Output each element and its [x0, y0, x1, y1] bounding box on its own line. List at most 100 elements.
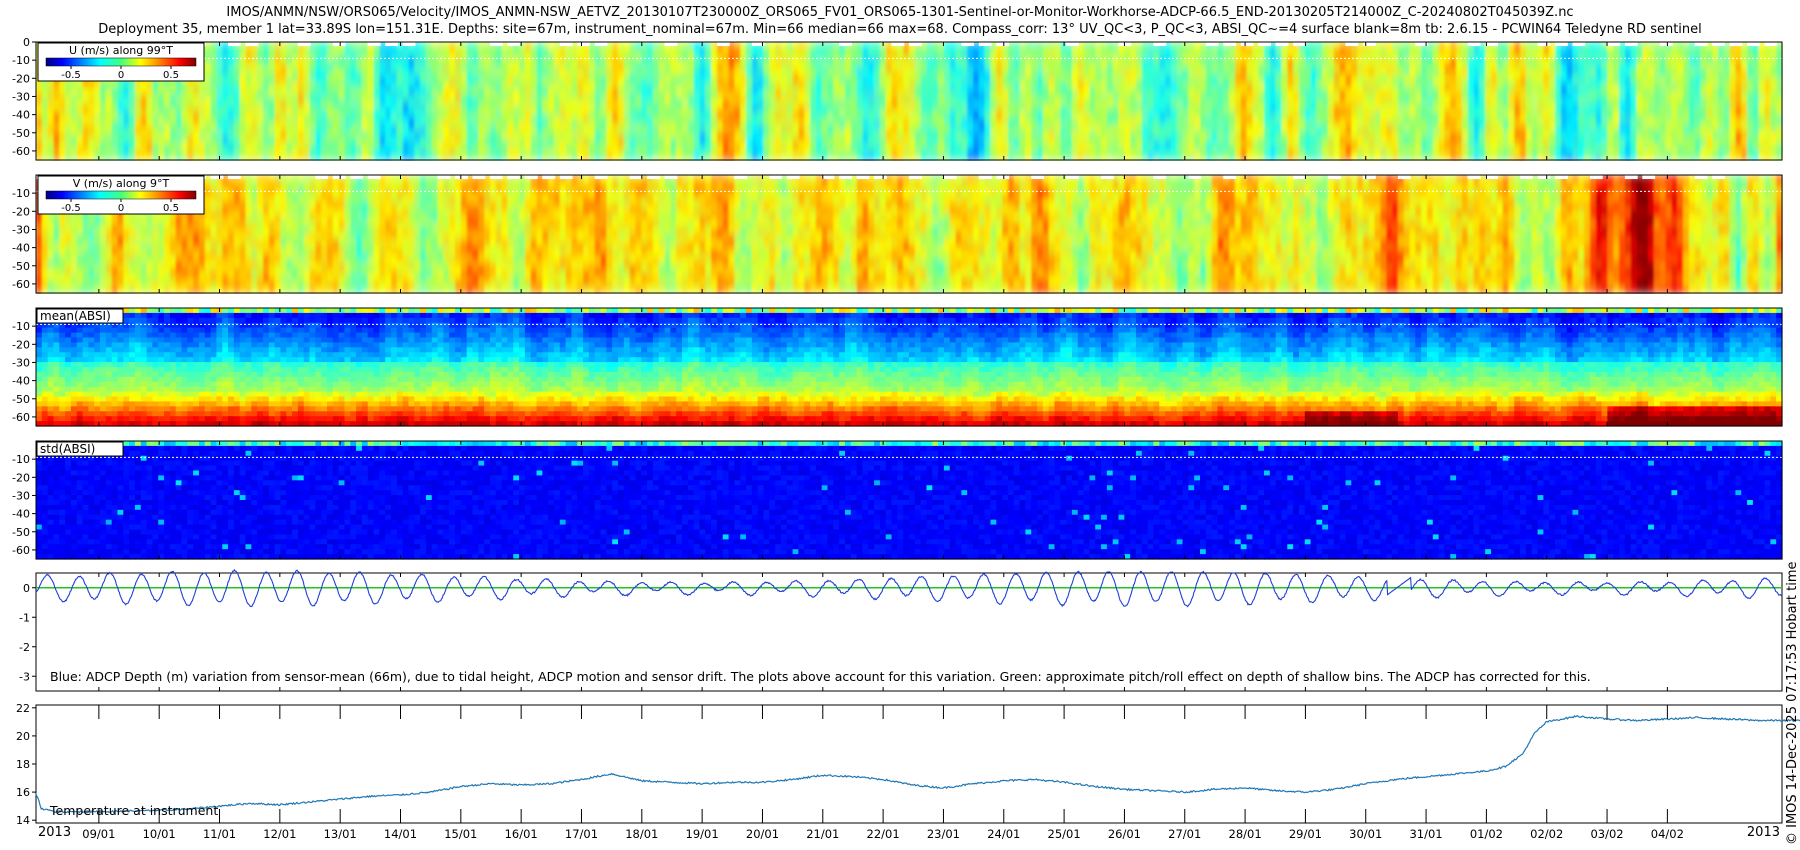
y-tick-label: -40: [12, 375, 30, 388]
y-tick-label: 22: [16, 702, 30, 715]
surface-blank: [332, 175, 346, 179]
x-tick-label: 11/01: [203, 827, 236, 841]
surface-blank: [559, 42, 573, 46]
panel-frame: [35, 307, 1783, 427]
y-tick-label: -20: [12, 471, 30, 484]
y-tick-label: -2: [19, 641, 30, 654]
y-tick-label: -10: [12, 320, 30, 333]
colorbar: [45, 57, 197, 67]
x-tick-label: 25/01: [1048, 827, 1081, 841]
surface-blank: [1153, 175, 1167, 179]
surface-blank: [1659, 42, 1673, 46]
surface-blank: [909, 175, 922, 179]
surface-blank: [786, 175, 800, 179]
panel-3: -10 -20 -30 -40 -50 -60 mean(ABSI): [12, 307, 1783, 427]
x-tick-label: 01/02: [1470, 827, 1503, 841]
surface-blank: [472, 175, 486, 179]
colorbar-tick-label: -0.5: [61, 203, 81, 214]
heatmap-cells: [36, 42, 1783, 161]
y-tick-label: -40: [12, 242, 30, 255]
panel-frame: [35, 41, 1783, 161]
x-tick-label: 04/02: [1651, 827, 1684, 841]
panel-6: 14 16 18 20 22 Temperature at instrument: [16, 702, 1800, 827]
surface-blank: [1694, 42, 1708, 46]
x-year-left: 2013: [38, 825, 71, 840]
surface-blank: [210, 175, 224, 179]
y-tick-label: -30: [12, 90, 30, 103]
deployment-info-title: Deployment 35, member 1 lat=33.89S lon=1…: [0, 21, 1800, 38]
label-box: [36, 441, 124, 457]
surface-blank: [1258, 42, 1272, 46]
y-tick-label: -40: [12, 109, 30, 122]
surface-blank: [542, 175, 556, 179]
surface-blank: [1240, 42, 1254, 46]
panel-frame: [35, 572, 1783, 692]
y-tick-label: -60: [12, 544, 30, 557]
y-tick-label: -30: [12, 223, 30, 236]
surface-blank: [1066, 42, 1079, 46]
x-tick-label: 28/01: [1229, 827, 1262, 841]
x-tick-label: 29/01: [1289, 827, 1322, 841]
surface-blank: [1066, 175, 1079, 179]
colorbar-tick-label: -0.5: [61, 70, 81, 81]
surface-blank: [507, 42, 521, 46]
surface-blank: [1345, 42, 1359, 46]
panel-frame: [35, 440, 1783, 560]
y-tick-label: -3: [19, 670, 30, 683]
surface-blank: [1275, 42, 1289, 46]
y-tick-label: -50: [12, 526, 30, 539]
surface-blank: [507, 175, 521, 179]
surface-blank: [978, 175, 992, 179]
surface-blank: [245, 42, 259, 46]
x-tick-label: 22/01: [867, 827, 900, 841]
surface-blank: [367, 175, 381, 179]
surface-blank: [943, 175, 957, 179]
y-tick-label: -20: [12, 338, 30, 351]
y-tick-label: -40: [12, 508, 30, 521]
surface-blank: [1415, 42, 1429, 46]
surface-blank: [1764, 42, 1778, 46]
surface-blank: [437, 175, 451, 179]
surface-blank: [1467, 175, 1481, 179]
x-tick-label: 21/01: [806, 827, 839, 841]
surface-blank: [1293, 42, 1306, 46]
surface-blank: [1031, 175, 1045, 179]
surface-blank: [1642, 175, 1656, 179]
y-tick-label: -60: [12, 145, 30, 158]
file-path-title: IMOS/ANMN/NSW/ORS065/Velocity/IMOS_ANMN-…: [0, 4, 1800, 21]
y-tick-label: -30: [12, 489, 30, 502]
y-tick-label: -30: [12, 356, 30, 369]
colorbar: [45, 190, 197, 200]
surface-blank: [1223, 175, 1237, 179]
surface-blank: [1362, 175, 1376, 179]
y-tick-label: 0: [23, 582, 30, 595]
x-tick-label: 13/01: [324, 827, 357, 841]
surface-blank: [1572, 42, 1586, 46]
x-tick-label: 03/02: [1590, 827, 1623, 841]
y-tick-label: -20: [12, 72, 30, 85]
x-tick-label: 10/01: [143, 827, 176, 841]
surface-blank: [1537, 175, 1551, 179]
label-box: [36, 308, 124, 324]
surface-blank: [821, 175, 835, 179]
surface-blank: [874, 175, 887, 179]
x-tick-label: 15/01: [444, 827, 477, 841]
y-tick-label: -10: [12, 187, 30, 200]
y-tick-label: 18: [16, 758, 30, 771]
colorbar-title: V (m/s) along 9°T: [73, 177, 170, 190]
surface-blank: [996, 42, 1010, 46]
surface-blank: [455, 175, 468, 179]
x-tick-label: 20/01: [746, 827, 779, 841]
surface-blank: [1467, 42, 1481, 46]
surface-blank: [978, 42, 992, 46]
depth-annotation: Blue: ADCP Depth (m) variation from sens…: [50, 669, 1591, 684]
panel-label: std(ABSI): [40, 442, 95, 456]
colorbar-tick-label: 0: [118, 70, 124, 81]
x-tick-label: 14/01: [384, 827, 417, 841]
panel-frame: [35, 174, 1783, 294]
surface-blank: [647, 175, 660, 179]
y-tick-label: -60: [12, 278, 30, 291]
surface-blank: [856, 175, 870, 179]
x-tick-label: 27/01: [1168, 827, 1201, 841]
heatmap-cells: [36, 308, 1783, 427]
